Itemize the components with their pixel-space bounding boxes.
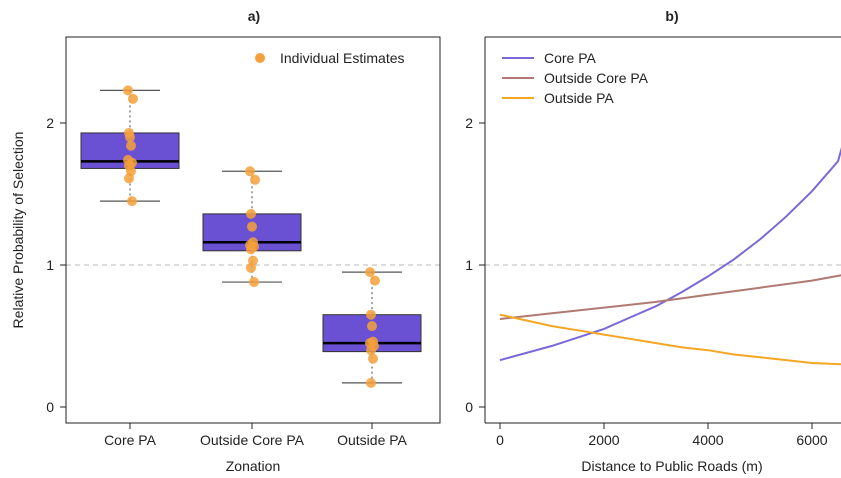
individual-estimate-point — [368, 353, 378, 364]
individual-estimate-point — [367, 321, 377, 332]
panel-a-frame — [65, 36, 441, 424]
panel-b-x-axis-label: Distance to Public Roads (m) — [581, 458, 762, 474]
individual-estimate-point — [246, 208, 256, 219]
series-line-2 — [499, 274, 841, 320]
y-tick-label: 1 — [46, 257, 54, 273]
y-tick-label: 2 — [465, 115, 473, 131]
panel-a-x-axis: Core PA Outside Core PA Outside PA — [104, 423, 408, 448]
panel-a-y-axis-label: Relative Probability of Selection — [10, 132, 26, 329]
y-tick-label: 0 — [465, 399, 473, 415]
x-tick-label: 2000 — [588, 432, 619, 448]
y-tick-label: 0 — [46, 399, 54, 415]
individual-estimate-point — [249, 277, 259, 288]
individual-estimate-point — [246, 262, 256, 273]
individual-estimate-point — [370, 275, 380, 286]
legend-label-individual-estimates: Individual Estimates — [280, 50, 405, 66]
individual-estimate-point — [366, 309, 376, 320]
legend-label-2: Outside Core PA — [544, 70, 649, 86]
series-line-1 — [499, 147, 841, 362]
panel-a-y-axis: 0 1 2 — [46, 115, 66, 415]
panel-a-title: a) — [248, 8, 260, 24]
box-2 — [202, 170, 302, 283]
x-tick-label: 0 — [496, 432, 504, 448]
panel-b-plot-area — [484, 36, 841, 424]
panel-b-title: b) — [665, 8, 678, 24]
individual-estimate-point — [125, 132, 135, 143]
x-tick-label: 6000 — [796, 432, 827, 448]
panel-b-x-axis: 0 2000 4000 6000 — [496, 423, 828, 448]
individual-estimate-point — [127, 196, 137, 207]
individual-estimate-point — [124, 173, 134, 184]
x-tick-label: 4000 — [692, 432, 723, 448]
individual-estimate-point — [126, 140, 136, 151]
x-tick-label: Outside Core PA — [200, 432, 305, 448]
legend-label-3: Outside PA — [544, 90, 614, 106]
individual-estimate-point — [123, 85, 133, 96]
series-line-3 — [499, 313, 841, 366]
individual-estimate-point — [365, 267, 375, 278]
individual-estimate-point — [245, 166, 255, 177]
x-tick-label: Core PA — [104, 432, 157, 448]
y-tick-label: 1 — [465, 257, 473, 273]
legend-marker-individual-estimates — [255, 53, 265, 63]
individual-estimate-point — [366, 345, 376, 356]
individual-estimate-point — [246, 244, 256, 255]
panel-a-plot-area — [66, 85, 440, 388]
panel-a-x-axis-label: Zonation — [226, 458, 280, 474]
panel-b: b) 0 1 2 0 2000 4000 6000 Distance to Public … — [465, 8, 841, 474]
y-tick-label: 2 — [46, 115, 54, 131]
panel-a: a) 012 Core PA Outside Core PA Outside PA … — [10, 8, 441, 474]
panel-b-y-axis: 0 1 2 — [465, 115, 485, 415]
panel-b-legend: Core PA Outside Core PA Outside PA — [502, 50, 649, 106]
individual-estimate-point — [366, 377, 376, 388]
legend-label-1: Core PA — [544, 50, 597, 66]
individual-estimate-point — [128, 93, 138, 104]
panel-a-legend: Individual Estimates — [255, 50, 405, 66]
x-tick-label: Outside PA — [337, 432, 407, 448]
individual-estimate-point — [250, 174, 260, 185]
individual-estimate-point — [247, 221, 257, 232]
